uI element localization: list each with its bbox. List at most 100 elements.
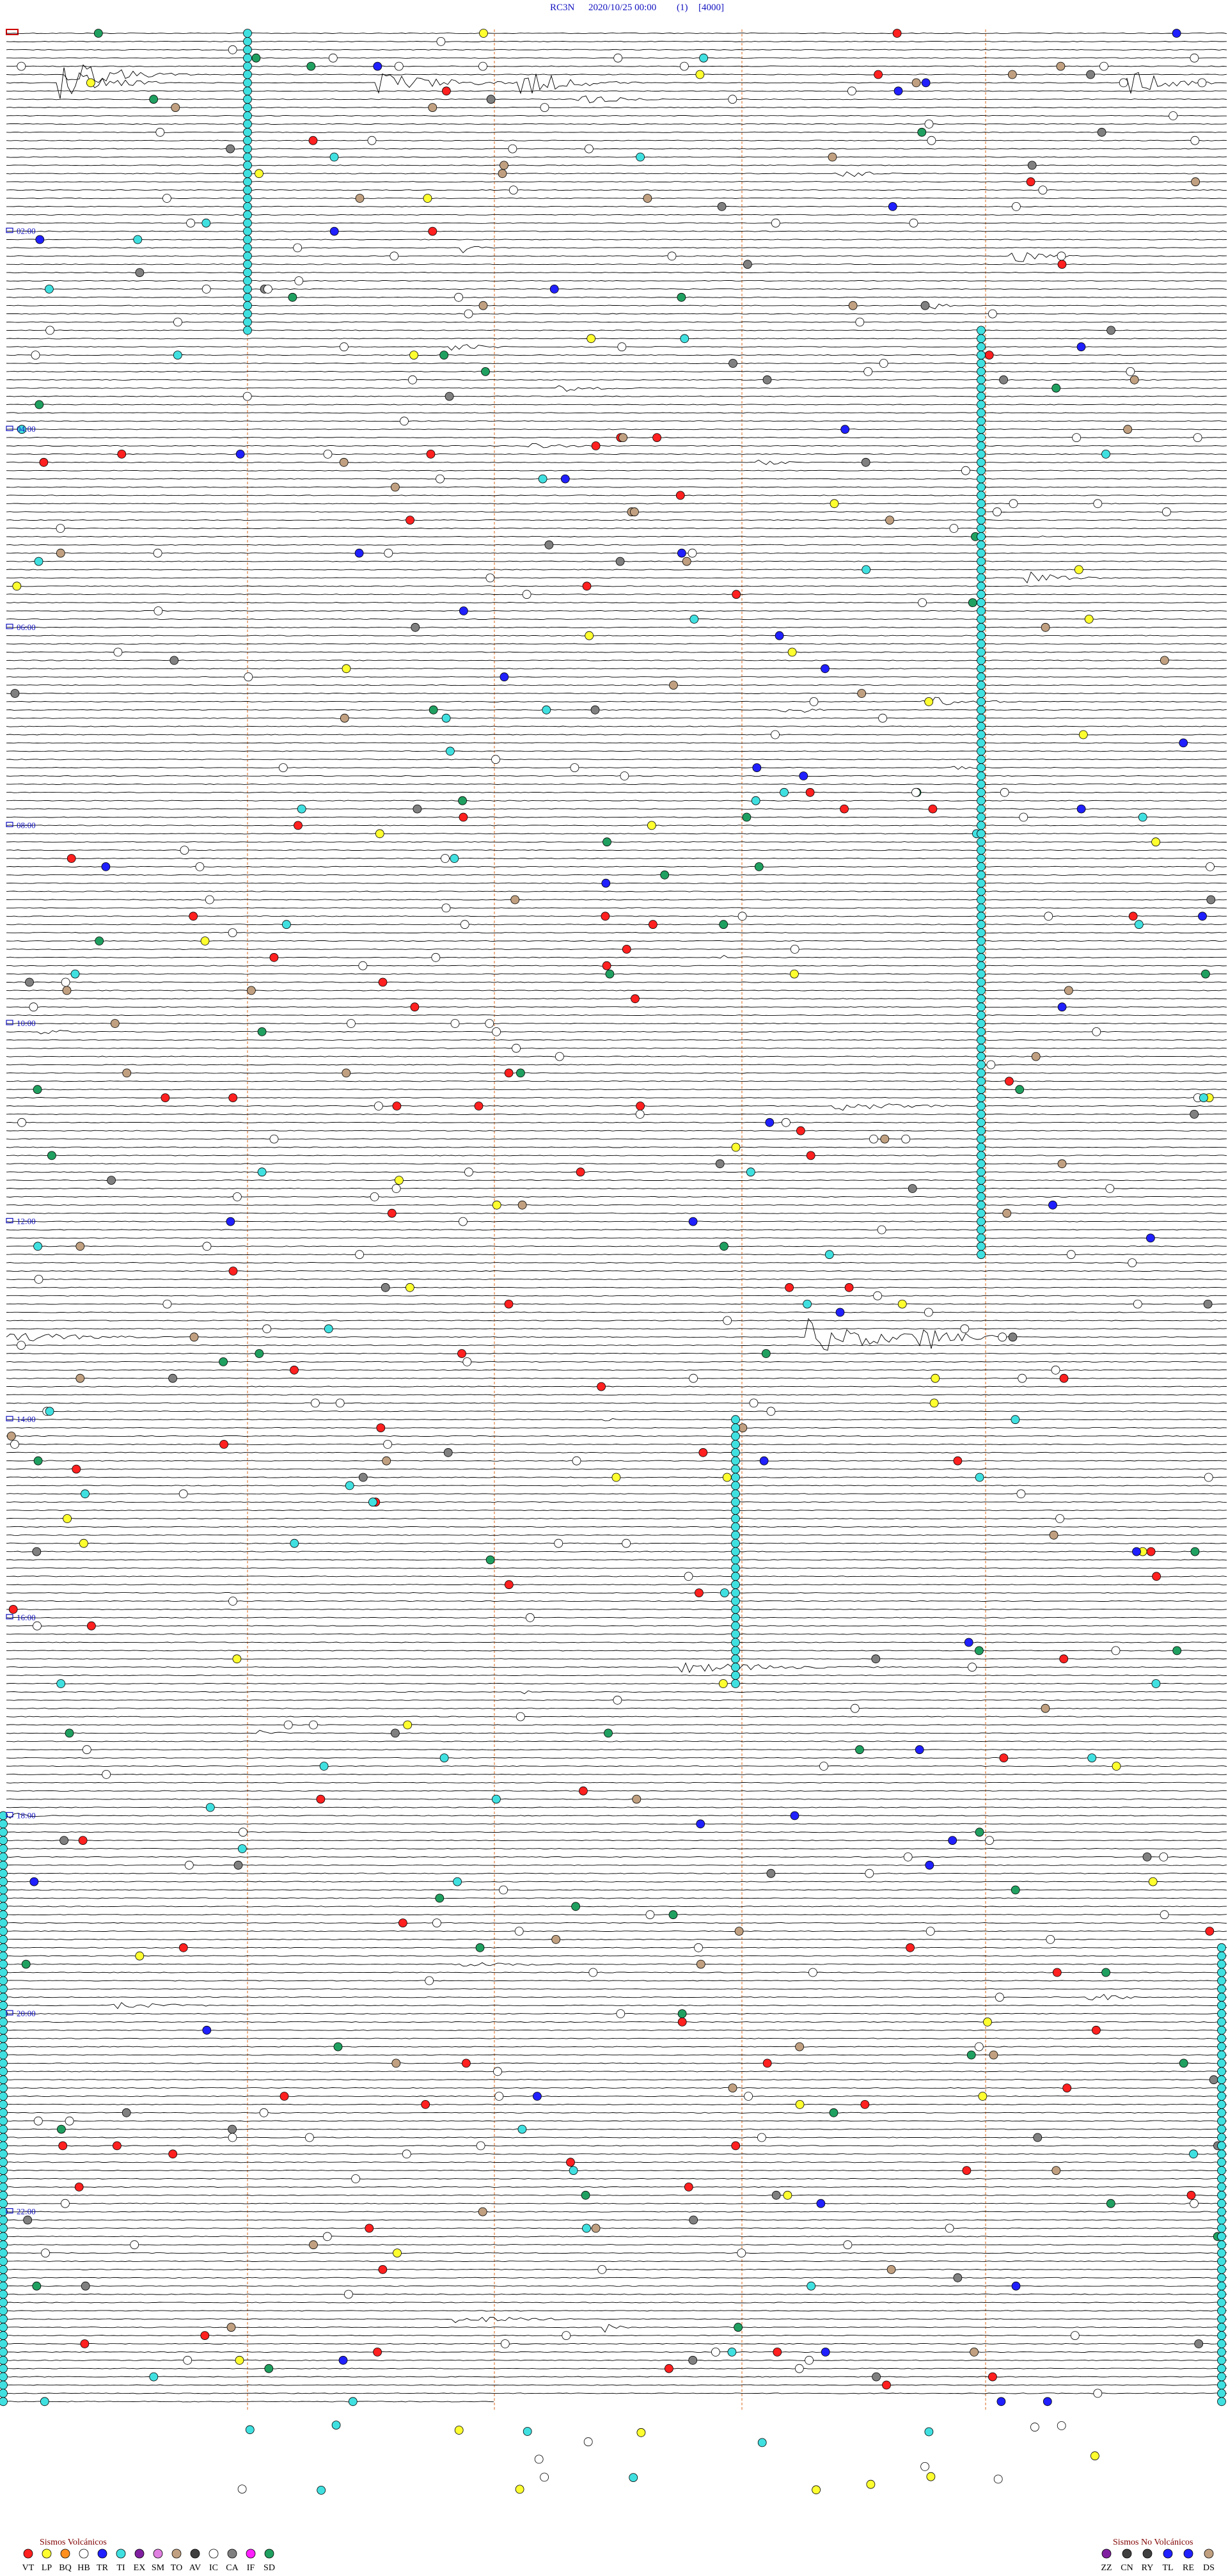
event-marker — [458, 796, 467, 805]
event-marker — [0, 2092, 8, 2101]
event-marker — [731, 1679, 740, 1688]
event-marker — [0, 1853, 8, 1861]
event-marker — [977, 326, 986, 335]
event-marker — [995, 1993, 1004, 2002]
event-marker — [243, 29, 252, 38]
event-marker — [924, 697, 934, 706]
event-marker — [0, 1844, 8, 1853]
event-marker — [237, 1844, 247, 1853]
event-marker — [400, 416, 409, 426]
event-marker — [977, 1110, 986, 1119]
event-marker — [1055, 1514, 1064, 1523]
event-marker — [1194, 2339, 1204, 2348]
event-marker — [205, 1803, 215, 1812]
trace — [6, 865, 1227, 867]
event-marker — [977, 1184, 986, 1193]
event-marker — [1074, 565, 1083, 574]
event-marker — [977, 383, 986, 393]
event-marker — [1217, 2182, 1226, 2192]
event-marker — [79, 1538, 88, 1548]
event-marker — [0, 2389, 8, 2398]
event-marker — [977, 474, 986, 484]
event-marker — [1062, 2083, 1072, 2093]
event-marker — [1217, 2025, 1226, 2035]
event-marker — [228, 1267, 238, 1276]
event-marker — [283, 1720, 293, 1730]
event-marker — [731, 1654, 740, 1664]
event-marker — [464, 309, 473, 319]
event-marker — [977, 482, 986, 492]
event-marker — [391, 1728, 400, 1738]
event-marker — [294, 821, 303, 830]
event-marker — [1189, 2149, 1198, 2159]
event-marker — [977, 400, 986, 409]
event-marker — [977, 450, 986, 459]
trace — [6, 246, 1227, 253]
trace — [6, 252, 1227, 262]
event-marker — [494, 2092, 504, 2101]
trace — [6, 610, 1227, 612]
event-marker — [928, 804, 938, 814]
event-marker — [1044, 912, 1053, 921]
trace — [6, 1806, 1227, 1808]
event-marker — [1217, 2264, 1226, 2274]
event-marker — [728, 359, 737, 368]
event-marker — [1057, 1159, 1067, 1169]
trace — [6, 2062, 1227, 2064]
event-marker — [571, 1902, 580, 1911]
event-marker — [0, 2306, 8, 2316]
event-marker — [432, 1918, 441, 1928]
event-marker — [243, 152, 252, 162]
event-marker — [731, 1597, 740, 1606]
hour-label: 14:00 — [17, 1414, 36, 1424]
event-marker — [499, 1885, 508, 1895]
event-marker — [731, 1563, 740, 1573]
event-marker — [0, 2273, 8, 2282]
event-marker — [445, 391, 454, 401]
event-marker — [751, 796, 760, 805]
event-marker — [310, 1398, 320, 1408]
event-marker — [1052, 1968, 1062, 1977]
trace — [6, 2170, 1227, 2172]
event-marker — [1217, 2092, 1226, 2101]
hour-marker — [6, 228, 13, 233]
event-marker — [257, 1027, 267, 1036]
event-marker — [582, 2224, 591, 2233]
event-marker — [329, 152, 339, 162]
event-marker — [0, 1951, 8, 1961]
event-marker — [977, 1242, 986, 1251]
event-marker — [977, 1250, 986, 1260]
event-marker — [948, 1836, 957, 1845]
event-marker — [0, 1902, 8, 1911]
event-marker — [843, 2240, 853, 2250]
event-marker — [866, 2479, 876, 2489]
event-marker — [985, 1836, 994, 1845]
event-marker — [1007, 70, 1017, 79]
event-marker — [515, 2485, 524, 2494]
event-marker — [977, 1134, 986, 1144]
event-marker — [977, 557, 986, 566]
event-marker — [0, 1959, 8, 1969]
trace — [6, 1295, 1227, 1297]
event-marker — [761, 1349, 771, 1358]
event-marker — [243, 235, 252, 244]
event-marker — [977, 391, 986, 401]
event-marker — [879, 359, 888, 368]
trace — [6, 535, 1227, 538]
event-marker — [0, 2075, 8, 2085]
event-marker — [805, 2355, 814, 2365]
event-marker — [31, 351, 40, 360]
event-marker — [367, 136, 377, 145]
event-marker — [1217, 2099, 1226, 2109]
event-marker — [500, 2339, 510, 2348]
event-marker — [0, 2166, 8, 2175]
event-marker — [1101, 1968, 1110, 1977]
trace — [6, 459, 1227, 465]
event-marker — [675, 491, 685, 500]
event-marker — [1217, 1993, 1226, 2002]
legend-code: TR — [97, 2563, 109, 2573]
event-marker — [243, 136, 252, 145]
trace — [6, 849, 1227, 851]
event-marker — [1033, 2133, 1043, 2142]
